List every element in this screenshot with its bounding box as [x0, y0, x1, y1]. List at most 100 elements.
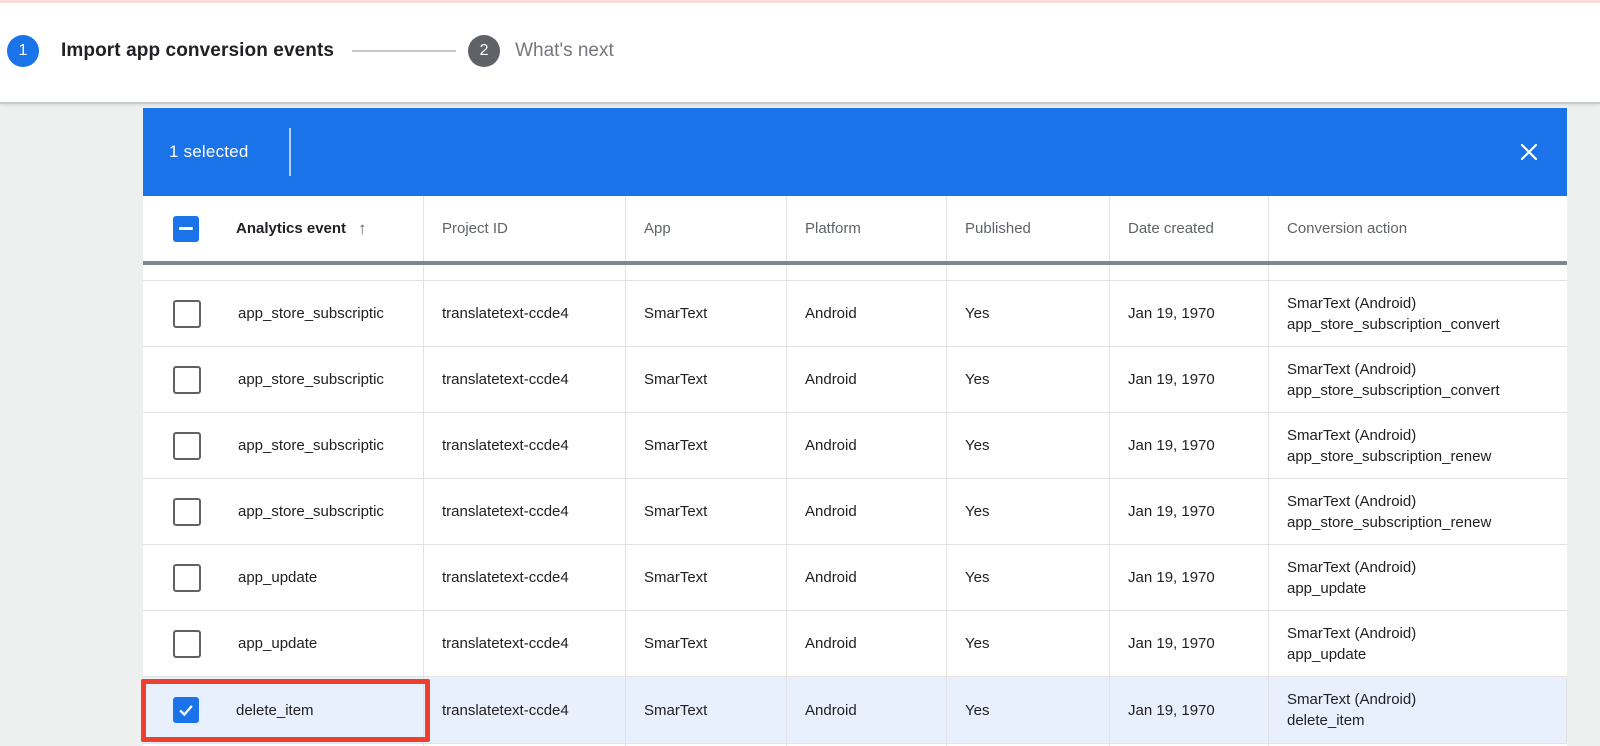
published-cell: Yes: [947, 677, 1110, 743]
analytics-event-cell: app_update: [143, 611, 424, 676]
conversion-action-cell: SmarText (Android) app_update: [1269, 611, 1567, 676]
row-checkbox[interactable]: [173, 431, 201, 460]
app-cell: SmarText: [626, 611, 787, 676]
row-checkbox[interactable]: [173, 497, 201, 526]
date-created-cell: Jan 19, 1970: [1110, 413, 1269, 478]
header-conversion-action[interactable]: Conversion action: [1287, 220, 1408, 237]
conversion-action-cell: SmarText (Android) app_store_subscriptio…: [1269, 479, 1567, 544]
table-row[interactable]: app_store_subscriptic translatetext-ccde…: [143, 479, 1567, 545]
analytics-event-cell: app_store_subscriptic: [143, 479, 424, 544]
step-connector: [352, 50, 457, 52]
date-created-cell: Jan 19, 1970: [1110, 611, 1269, 676]
conversion-action-cell: SmarText (Android) app_update: [1269, 545, 1567, 610]
step-2-label: What's next: [515, 40, 614, 61]
row-checkbox[interactable]: [173, 697, 199, 723]
analytics-event-label: app_update: [238, 569, 318, 586]
analytics-event-cell: app_store_subscriptic: [143, 281, 424, 346]
header-app[interactable]: App: [626, 196, 787, 261]
step-1-label: Import app conversion events: [61, 40, 335, 61]
conversion-action-line1: SmarText (Android): [1287, 624, 1417, 642]
date-created-cell: Jan 19, 1970: [1110, 281, 1269, 346]
conversion-action-line2: app_update: [1287, 579, 1367, 597]
table-row[interactable]: delete_item translatetext-ccde4 SmarText…: [141, 677, 1567, 744]
conversion-action-line1: SmarText (Android): [1287, 492, 1417, 510]
platform-cell: Android: [787, 545, 947, 610]
app-cell: SmarText: [626, 347, 787, 412]
header-project-id[interactable]: Project ID: [424, 196, 626, 261]
indeterminate-icon: [179, 227, 193, 230]
row-checkbox[interactable]: [173, 365, 201, 394]
top-accent-line: [0, 0, 1600, 3]
app-cell: SmarText: [626, 677, 787, 743]
analytics-event-cell: app_update: [143, 545, 424, 610]
header-label: Analytics event: [236, 220, 347, 237]
conversion-action-cell: SmarText (Android) app_store_subscriptio…: [1269, 413, 1567, 478]
analytics-event-label: app_store_subscriptic: [238, 503, 384, 520]
analytics-event-cell: delete_item: [143, 677, 424, 743]
table-row[interactable]: app_update translatetext-ccde4 SmarText …: [143, 611, 1567, 677]
analytics-event-label: app_store_subscriptic: [238, 437, 384, 454]
project-id-cell: translatetext-ccde4: [424, 545, 626, 610]
table-row[interactable]: app_store_subscriptic translatetext-ccde…: [143, 413, 1567, 479]
table-row[interactable]: app_store_subscriptic translatetext-ccde…: [143, 281, 1567, 347]
row-checkbox[interactable]: [173, 563, 201, 592]
clipped-row-top: [143, 265, 1567, 281]
project-id-cell: translatetext-ccde4: [424, 611, 626, 676]
import-events-panel: 1 selected Analytics event ↑ Project ID …: [141, 108, 1567, 746]
row-checkbox[interactable]: [173, 629, 201, 658]
header-date-created[interactable]: Date created: [1110, 196, 1269, 261]
app-cell: SmarText: [626, 281, 787, 346]
row-checkbox[interactable]: [173, 299, 201, 328]
date-created-cell: Jan 19, 1970: [1110, 677, 1269, 743]
project-id-cell: translatetext-ccde4: [424, 281, 626, 346]
step-1-number: 1: [18, 42, 28, 59]
platform-cell: Android: [787, 413, 947, 478]
conversion-action-line2: app_store_subscription_renew: [1287, 513, 1492, 531]
header-platform[interactable]: Platform: [787, 196, 947, 261]
sort-ascending-icon: ↑: [358, 218, 367, 238]
header-analytics-event[interactable]: Analytics event ↑: [143, 196, 424, 261]
published-cell: Yes: [947, 347, 1110, 412]
selected-count: 1 selected: [169, 142, 249, 161]
clipped-row-bottom: [143, 744, 1567, 746]
conversion-action-line1: SmarText (Android): [1287, 426, 1417, 444]
app-cell: SmarText: [626, 545, 787, 610]
conversion-action-line1: SmarText (Android): [1287, 294, 1417, 312]
platform-cell: Android: [787, 281, 947, 346]
conversion-action-line2: app_store_subscription_convert: [1287, 381, 1500, 399]
select-all-checkbox[interactable]: [173, 215, 199, 242]
project-id-cell: translatetext-ccde4: [424, 677, 626, 743]
table-body: app_store_subscriptic translatetext-ccde…: [141, 281, 1567, 744]
step-2-number: 2: [479, 42, 489, 59]
conversion-action-line1: SmarText (Android): [1287, 558, 1417, 576]
project-id-cell: translatetext-ccde4: [424, 347, 626, 412]
table-header: Analytics event ↑ Project ID App Platfor…: [143, 196, 1567, 265]
close-icon[interactable]: [1511, 134, 1547, 170]
platform-cell: Android: [787, 677, 947, 743]
project-id-cell: translatetext-ccde4: [424, 479, 626, 544]
date-created-cell: Jan 19, 1970: [1110, 545, 1269, 610]
conversion-action-line2: app_update: [1287, 645, 1367, 663]
published-cell: Yes: [947, 611, 1110, 676]
header-published[interactable]: Published: [947, 196, 1110, 261]
conversion-action-cell: SmarText (Android) app_store_subscriptio…: [1269, 347, 1567, 412]
selection-toolbar: 1 selected: [143, 108, 1567, 196]
conversion-action-line1: SmarText (Android): [1287, 360, 1417, 378]
step-1-badge: 1: [7, 35, 39, 67]
app-cell: SmarText: [626, 479, 787, 544]
stepper-bar: 1 Import app conversion events 2 What's …: [0, 0, 1600, 104]
analytics-event-cell: app_store_subscriptic: [143, 347, 424, 412]
conversion-action-line1: SmarText (Android): [1287, 691, 1417, 708]
published-cell: Yes: [947, 413, 1110, 478]
table-row[interactable]: app_store_subscriptic translatetext-ccde…: [143, 347, 1567, 413]
published-cell: Yes: [947, 479, 1110, 544]
date-created-cell: Jan 19, 1970: [1110, 347, 1269, 412]
app-cell: SmarText: [626, 413, 787, 478]
date-created-cell: Jan 19, 1970: [1110, 479, 1269, 544]
analytics-event-label: delete_item: [236, 701, 314, 719]
table-row[interactable]: app_update translatetext-ccde4 SmarText …: [143, 545, 1567, 611]
conversion-action-line2: app_store_subscription_convert: [1287, 315, 1500, 333]
step-2-badge: 2: [468, 35, 501, 67]
platform-cell: Android: [787, 347, 947, 412]
